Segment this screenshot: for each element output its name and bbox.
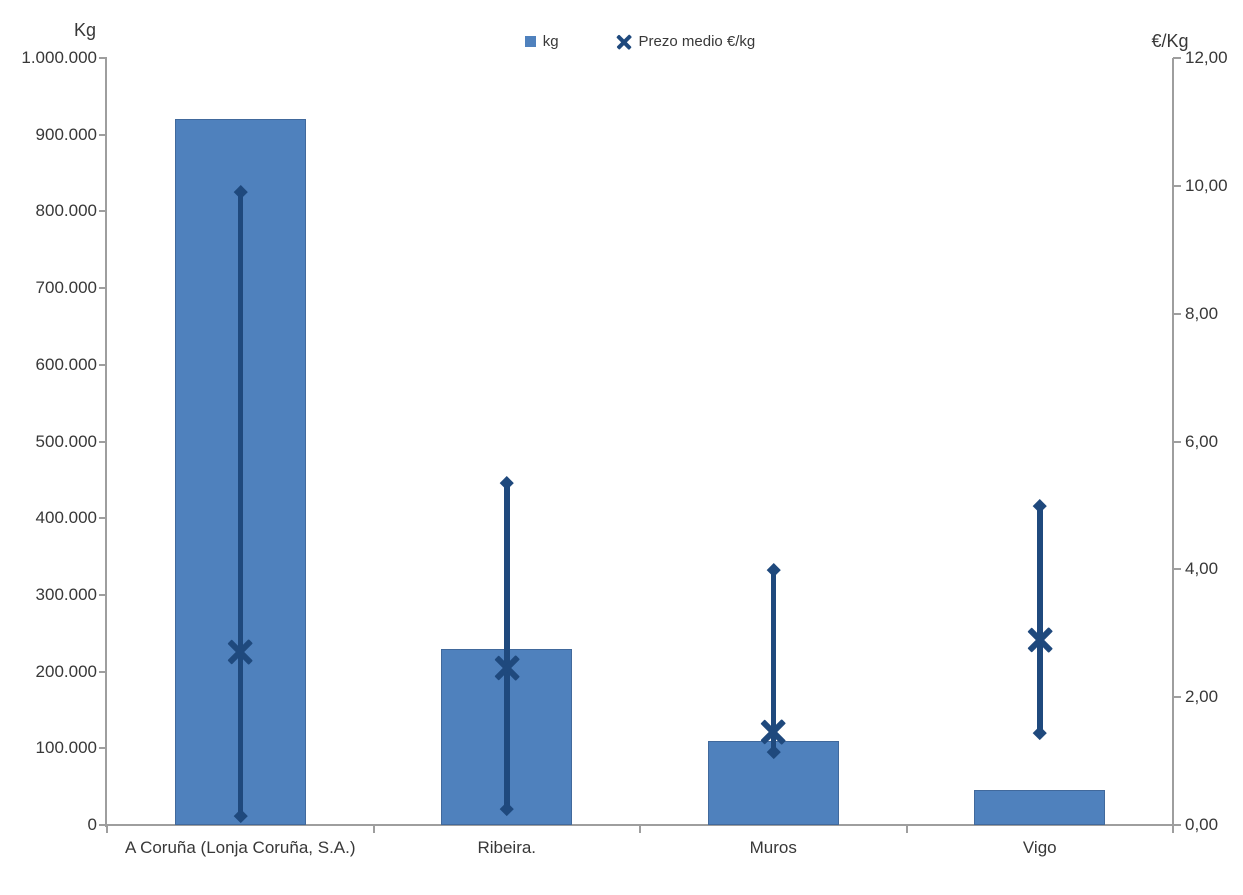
right-axis-tick xyxy=(1173,57,1181,59)
right-axis-tick xyxy=(1173,568,1181,571)
x-axis-tick xyxy=(639,825,641,833)
right-axis-tick-label: 6,00 xyxy=(1185,431,1219,451)
right-axis-tick xyxy=(1173,184,1181,187)
left-axis-tick xyxy=(99,287,107,290)
x-axis-tick xyxy=(1172,825,1174,833)
left-axis-tick xyxy=(99,593,107,596)
left-axis-tick xyxy=(99,133,107,136)
price-mean-x-marker xyxy=(760,719,786,745)
category-label: Vigo xyxy=(1022,838,1057,857)
right-axis-tick-label: 12,00 xyxy=(1185,48,1228,67)
bar-vigo xyxy=(974,789,1105,825)
right-axis-tick-label: 8,00 xyxy=(1185,303,1219,323)
left-axis-tick-label: 400.000 xyxy=(35,508,97,528)
price-min-diamond-marker xyxy=(1033,725,1047,740)
left-axis-tick-label: 900.000 xyxy=(35,124,97,144)
left-axis-tick-label: 800.000 xyxy=(35,201,97,221)
right-axis-title: €/Kg xyxy=(1151,31,1189,51)
price-range-line xyxy=(237,192,243,816)
price-mean-x-marker xyxy=(1027,627,1053,653)
left-axis-tick-label: 700.000 xyxy=(35,278,97,298)
price-max-diamond-marker xyxy=(500,476,514,490)
price-mean-x-marker xyxy=(227,639,253,665)
left-axis-tick-label: 1.000.000 xyxy=(21,48,97,67)
price-range-line xyxy=(1037,505,1043,733)
price-max-diamond-marker xyxy=(1033,498,1047,513)
price-mean-x-marker xyxy=(494,655,520,681)
right-axis-tick xyxy=(1173,824,1181,826)
legend-label-prezo-medio: Prezo medio €/kg xyxy=(638,33,756,50)
right-y-axis-line xyxy=(1172,58,1174,827)
left-axis-title: Kg xyxy=(73,20,97,40)
left-axis-tick xyxy=(99,670,107,673)
right-axis-tick-label: 4,00 xyxy=(1185,559,1219,579)
left-axis-tick-label: 100.000 xyxy=(35,738,97,758)
kg-series-swatch-icon xyxy=(524,36,536,47)
legend-item-kg: kg xyxy=(524,33,559,50)
right-axis-tick-label: 10,00 xyxy=(1185,175,1228,195)
right-axis-tick-label: 0,00 xyxy=(1185,815,1219,834)
left-axis-tick-label: 600.000 xyxy=(35,354,97,374)
category-label: A Coruña (Lonja Coruña, S.A.) xyxy=(124,838,356,857)
right-axis-tick xyxy=(1173,312,1181,315)
legend-item-prezo-medio: Prezo medio €/kg xyxy=(616,33,756,50)
left-axis-tick xyxy=(99,517,107,520)
right-axis-tick-label: 2,00 xyxy=(1185,687,1219,707)
right-axis-tick xyxy=(1173,696,1181,699)
price-range-line xyxy=(504,483,510,809)
x-axis-tick xyxy=(905,825,908,833)
left-axis-tick-label: 0 xyxy=(87,815,97,834)
legend: kg Prezo medio €/kg xyxy=(107,33,1173,50)
legend-label-kg: kg xyxy=(542,33,559,50)
category-label: Muros xyxy=(749,838,797,857)
left-axis-tick-label: 500.000 xyxy=(35,431,97,451)
left-axis-tick xyxy=(99,363,107,366)
left-axis-tick-label: 200.000 xyxy=(35,661,97,681)
category-label: Ribeira. xyxy=(477,838,537,857)
left-y-axis-line xyxy=(105,58,107,827)
price-range-line xyxy=(770,569,776,752)
price-max-diamond-marker xyxy=(766,562,780,577)
left-axis-tick xyxy=(99,824,107,826)
left-axis-tick xyxy=(99,440,107,443)
left-axis-tick xyxy=(99,57,107,59)
right-axis-tick xyxy=(1173,440,1181,443)
x-axis-tick xyxy=(106,825,108,833)
left-axis-tick xyxy=(99,210,107,213)
left-axis-tick-label: 300.000 xyxy=(35,584,97,604)
x-axis-tick xyxy=(372,825,375,833)
left-axis-tick xyxy=(99,747,107,750)
